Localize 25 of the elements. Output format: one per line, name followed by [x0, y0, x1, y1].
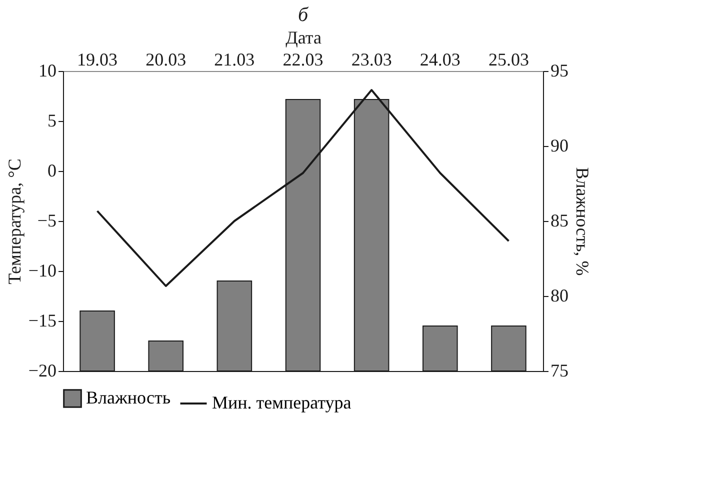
- y2-tick-label: 75: [550, 360, 568, 380]
- y-tick-label: 10: [38, 60, 56, 80]
- x-tick-label: 19.03: [77, 50, 118, 70]
- x-tick-label: 23.03: [351, 50, 392, 70]
- y-tick-label: −20: [28, 360, 56, 380]
- y-tick-label: 0: [48, 160, 56, 180]
- x-tick-label: 25.03: [488, 50, 529, 70]
- y2-axis-title: Влажность, %: [572, 167, 592, 276]
- legend-label: Влажность: [86, 388, 171, 408]
- y-tick-label: −15: [28, 310, 56, 330]
- y-axis-title: Температура, °C: [4, 158, 24, 284]
- x-tick-label: 22.03: [282, 50, 324, 70]
- y2-tick-label: 80: [550, 286, 568, 306]
- x-tick-label: 20.03: [146, 50, 186, 70]
- x-tick-label: 24.03: [420, 50, 460, 70]
- x-tick-label: 21.03: [214, 50, 255, 70]
- chart-title: б: [298, 4, 309, 26]
- y-tick-label: −10: [28, 260, 56, 280]
- y2-tick-label: 95: [550, 60, 568, 80]
- legend-label: Мин. температура: [212, 392, 352, 412]
- y-tick-label: −5: [37, 210, 56, 230]
- y-tick-label: 5: [48, 110, 56, 130]
- y2-tick-label: 85: [550, 210, 568, 230]
- x-axis-title: Дата: [286, 28, 322, 48]
- y2-tick-label: 90: [550, 136, 568, 156]
